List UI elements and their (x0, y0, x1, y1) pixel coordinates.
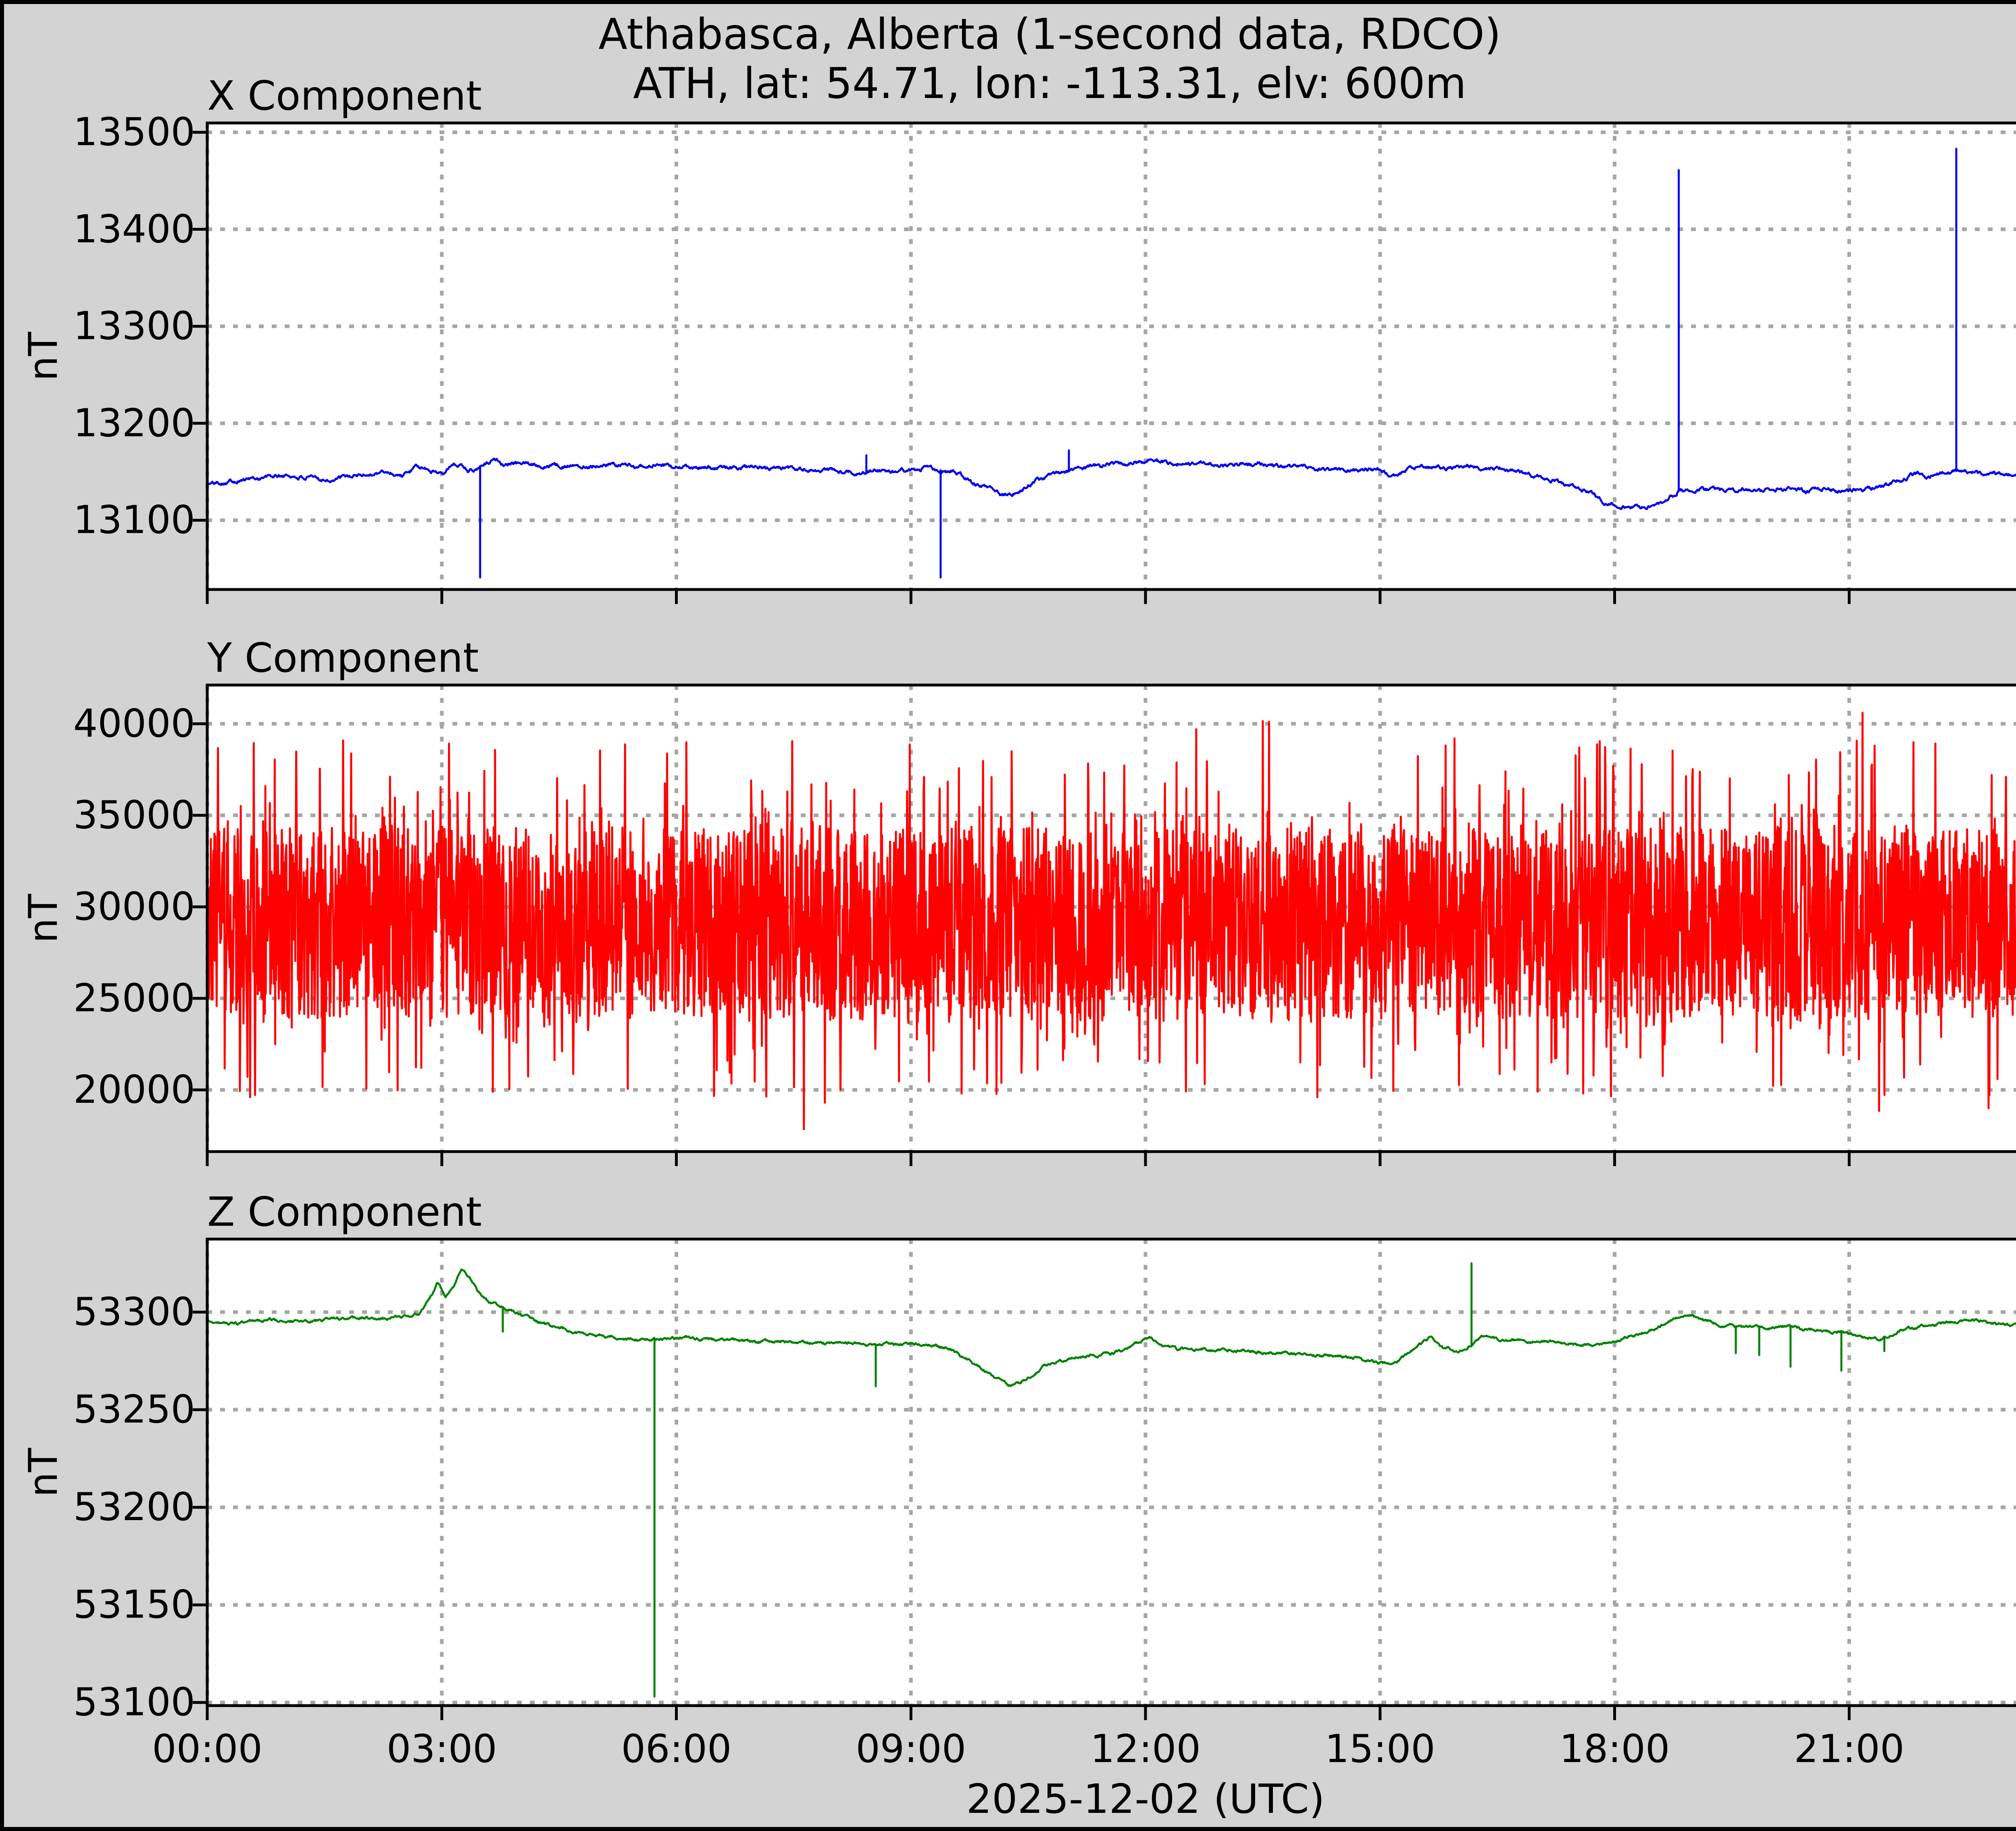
y-tick-label: 53200 (73, 1485, 195, 1530)
x-tick-label: 18:00 (1559, 1727, 1670, 1771)
x-tick-label: 21:00 (1794, 1727, 1905, 1771)
y-tick-label: 13200 (73, 401, 195, 446)
y-tick-label: 25000 (73, 976, 195, 1021)
x-tick-label: 15:00 (1325, 1727, 1435, 1771)
tick-marks (193, 722, 1851, 1166)
panel-z-title: Z Component (207, 1188, 482, 1235)
tick-marks (193, 131, 1851, 604)
y-tick-label: 13100 (73, 498, 195, 543)
y-tick-label: 13400 (73, 207, 195, 252)
x-tick-label: 09:00 (856, 1727, 966, 1771)
x-tick-label: 00:00 (152, 1727, 262, 1771)
panel-y-title: Y Component (207, 634, 479, 681)
y-tick-label: 53100 (73, 1680, 195, 1725)
figure-title: Athabasca, Alberta (1-second data, RDCO) (598, 10, 1501, 59)
panel-y-plot (193, 683, 2016, 1166)
x-tick-label: 03:00 (386, 1727, 497, 1771)
y-tick-label: 53150 (73, 1583, 195, 1627)
y-tick-label: 53300 (73, 1290, 195, 1335)
y-tick-label: 35000 (73, 793, 195, 837)
panel-x-plot (193, 121, 2016, 604)
panel-z-plot (193, 1237, 2016, 1720)
x-tick-label: 12:00 (1090, 1727, 1201, 1771)
x-tick-label: 06:00 (621, 1727, 732, 1771)
y-tick-label: 20000 (73, 1067, 195, 1112)
tick-marks (193, 1310, 1851, 1720)
panel-x-title: X Component (207, 72, 482, 119)
y-tick-label: 30000 (73, 884, 195, 929)
y-series-line (207, 712, 2016, 1131)
plot-background (207, 123, 2016, 590)
z-series-line (207, 1262, 2016, 1698)
y-tick-label: 13500 (73, 110, 195, 155)
plot-background (207, 1239, 2016, 1706)
y-tick-label: 13300 (73, 304, 195, 349)
y-tick-label: 40000 (73, 701, 195, 746)
gridlines (205, 123, 2016, 590)
x-series-line (207, 148, 2016, 579)
figure-subtitle: ATH, lat: 54.71, lon: -113.31, elv: 600m (633, 59, 1466, 108)
x-axis-label: 2025-12-02 (UTC) (966, 1775, 1325, 1823)
y-tick-label: 53250 (73, 1387, 195, 1432)
